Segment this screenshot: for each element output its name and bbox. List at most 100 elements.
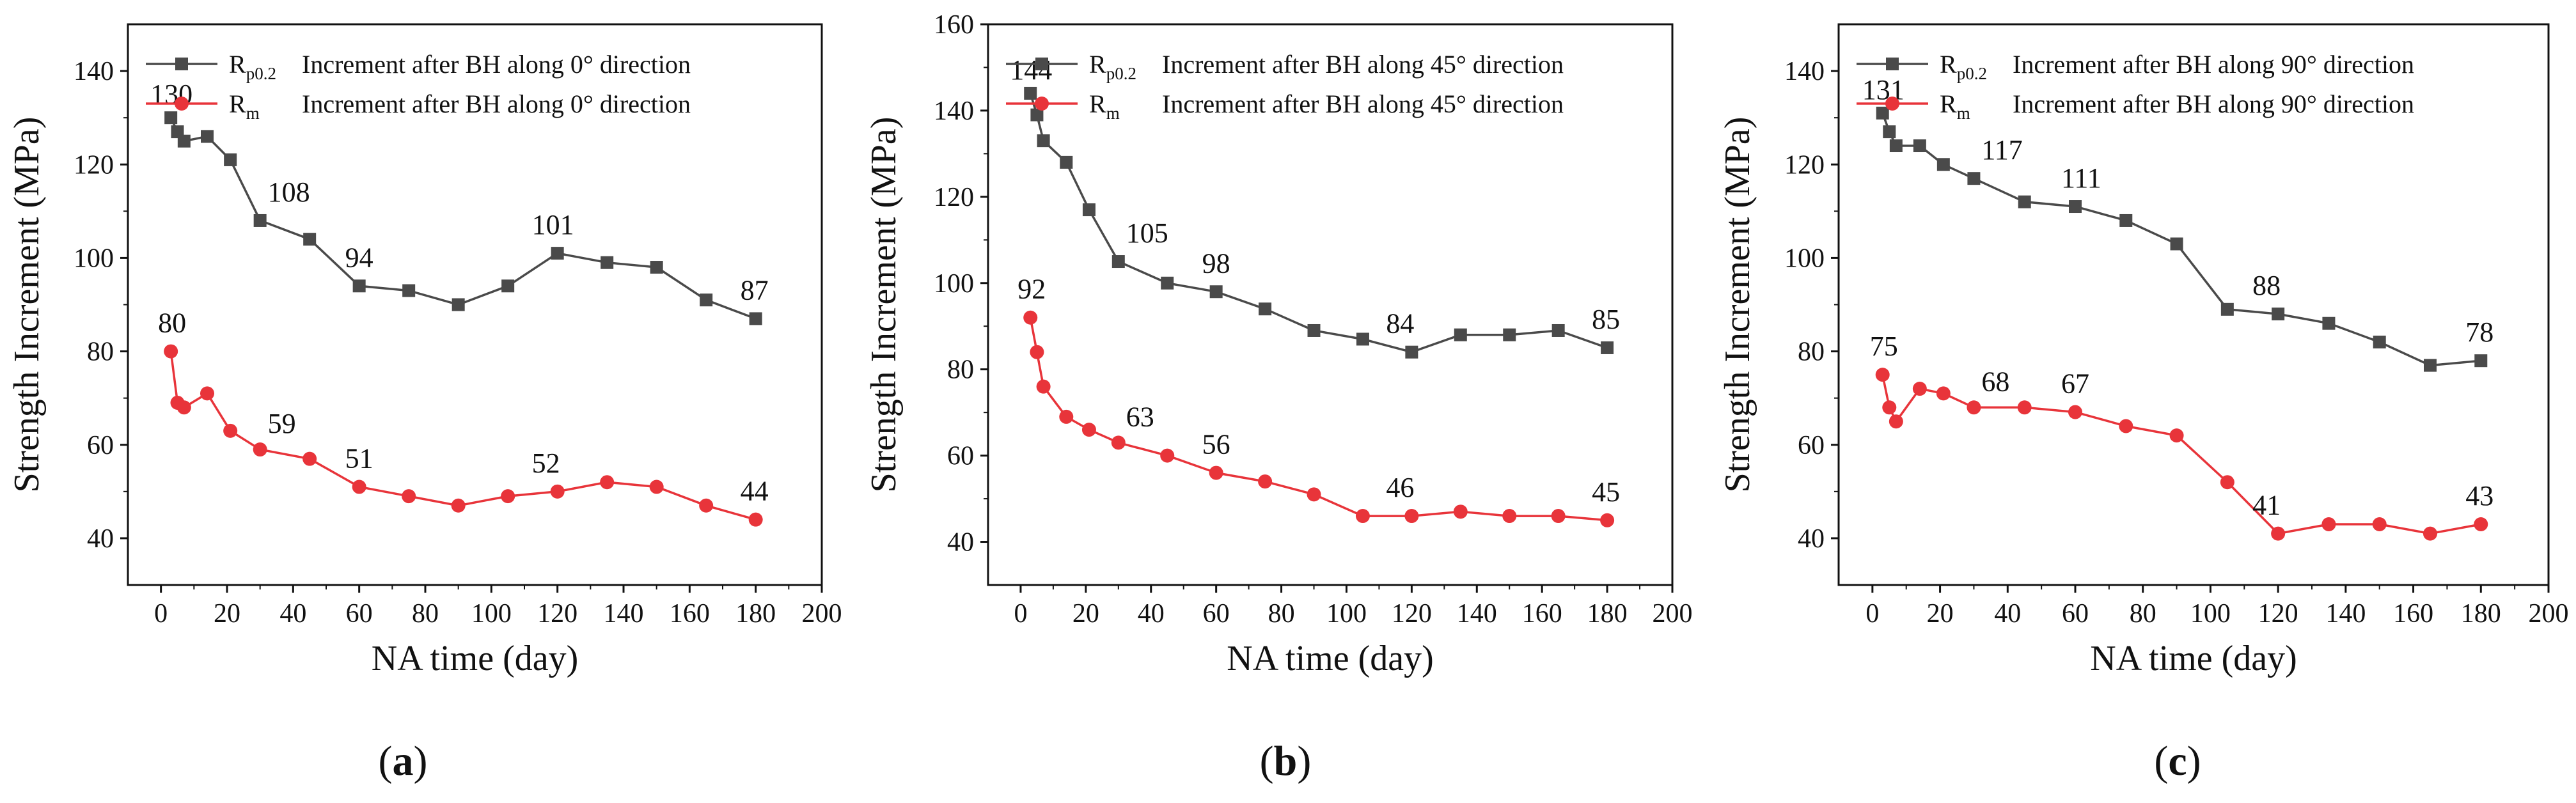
y-tick-label: 140 xyxy=(74,57,114,86)
data-point xyxy=(2372,517,2387,531)
y-tick-label: 160 xyxy=(934,10,974,40)
legend-symbol-subscript: p0.2 xyxy=(1957,64,1987,83)
data-point xyxy=(2271,526,2286,541)
x-axis-title: NA time (day) xyxy=(1227,639,1433,678)
data-point xyxy=(2272,308,2285,321)
legend-symbol-subscript: m xyxy=(1106,104,1120,123)
legend-symbol: Rp0.2 xyxy=(229,50,276,83)
data-point xyxy=(551,247,564,260)
legend-label: Increment after BH along 90° direction xyxy=(2013,50,2414,79)
data-point xyxy=(1161,276,1174,290)
y-tick-label: 80 xyxy=(87,338,114,367)
x-tick-label: 0 xyxy=(1014,599,1027,628)
data-point xyxy=(700,293,713,307)
data-point xyxy=(1258,474,1273,489)
legend-entry-rm: Rm Increment after BH along 0° direction xyxy=(146,90,691,123)
data-point xyxy=(402,489,416,504)
x-tick-label: 0 xyxy=(154,599,168,628)
data-point xyxy=(699,498,714,513)
data-point xyxy=(1111,435,1126,450)
data-point xyxy=(1875,368,1890,382)
y-axis-title: Strength Increment (MPa) xyxy=(864,117,904,493)
y-tick-label: 100 xyxy=(74,244,114,273)
data-point xyxy=(200,386,214,401)
series-rm: 75 68 67 41 43 xyxy=(1870,331,2494,541)
x-tick-label: 120 xyxy=(2258,599,2298,628)
panel-label-open: ( xyxy=(2154,738,2168,784)
data-label: 52 xyxy=(532,448,560,479)
legend-symbol-main: R xyxy=(229,50,246,79)
x-tick-label: 20 xyxy=(214,599,240,628)
x-tick-label: 40 xyxy=(1138,599,1165,628)
panel-label-letter: b xyxy=(1274,738,1298,784)
data-point xyxy=(1024,86,1037,100)
data-point xyxy=(2119,214,2133,227)
data-point xyxy=(223,423,238,438)
data-label: 117 xyxy=(1981,134,2022,166)
panel-label: (a) xyxy=(379,738,428,784)
panel-label-close: ) xyxy=(1297,738,1311,784)
data-point xyxy=(2220,475,2234,490)
data-point xyxy=(1082,203,1096,217)
y-tick-label: 40 xyxy=(947,528,974,557)
data-label: 41 xyxy=(2252,490,2281,521)
data-point xyxy=(224,153,237,166)
y-axis-title: Strength Increment (MPa) xyxy=(7,117,47,493)
data-point xyxy=(2423,526,2437,541)
data-label: 78 xyxy=(2465,316,2494,348)
data-label: 46 xyxy=(1386,472,1414,503)
data-label: 94 xyxy=(345,242,373,273)
panel-label-letter: c xyxy=(2168,738,2187,784)
legend-marker xyxy=(175,58,188,70)
data-point xyxy=(2373,335,2386,348)
data-point xyxy=(302,451,317,466)
data-point xyxy=(1404,509,1419,524)
data-point xyxy=(748,512,763,527)
data-point xyxy=(177,400,191,415)
data-point xyxy=(1111,255,1125,269)
y-tick-label: 40 xyxy=(87,524,114,554)
x-tick-label: 0 xyxy=(1865,599,1879,628)
data-point xyxy=(2170,237,2183,251)
legend-label: Increment after BH along 45° direction xyxy=(1162,50,1564,79)
data-point xyxy=(352,279,366,293)
legend-entry-rp: Rp0.2 Increment after BH along 90° direct… xyxy=(1857,50,2414,83)
data-point xyxy=(1551,509,1566,524)
legend-entry-rp: Rp0.2 Increment after BH along 0° directi… xyxy=(146,50,691,83)
data-point xyxy=(2474,517,2488,531)
data-point xyxy=(2017,400,2032,415)
legend-label: Increment after BH along 90° direction xyxy=(2013,90,2414,118)
x-tick-label: 180 xyxy=(1587,599,1628,628)
data-point xyxy=(1059,409,1074,424)
panel-label: (b) xyxy=(1260,738,1312,784)
legend-entry-rp: Rp0.2 Increment after BH along 45° direct… xyxy=(1006,50,1564,83)
legend-marker xyxy=(175,97,189,111)
data-point xyxy=(1160,448,1175,463)
legend-marker xyxy=(1035,58,1048,70)
data-label: 45 xyxy=(1592,476,1620,508)
data-point xyxy=(1355,509,1370,524)
data-point xyxy=(352,479,366,494)
x-tick-label: 200 xyxy=(802,599,842,628)
series-line-rp xyxy=(1881,113,2481,367)
data-point xyxy=(1081,423,1096,437)
x-tick-label: 120 xyxy=(1392,599,1432,628)
x-tick-label: 160 xyxy=(2393,599,2433,628)
x-tick-label: 200 xyxy=(1653,599,1693,628)
data-point xyxy=(2018,195,2031,208)
panel-label: (c) xyxy=(2154,738,2201,784)
data-point xyxy=(1259,302,1272,316)
data-label: 105 xyxy=(1126,217,1168,249)
data-label: 56 xyxy=(1202,429,1230,460)
data-point xyxy=(2424,359,2437,372)
data-label: 87 xyxy=(741,274,769,306)
legend-label: Increment after BH along 45° direction xyxy=(1162,90,1564,118)
data-label: 84 xyxy=(1386,308,1414,339)
data-point xyxy=(1023,310,1038,325)
data-point xyxy=(2474,354,2488,368)
series-line-rm xyxy=(1881,374,2481,535)
data-point xyxy=(2119,419,2133,433)
